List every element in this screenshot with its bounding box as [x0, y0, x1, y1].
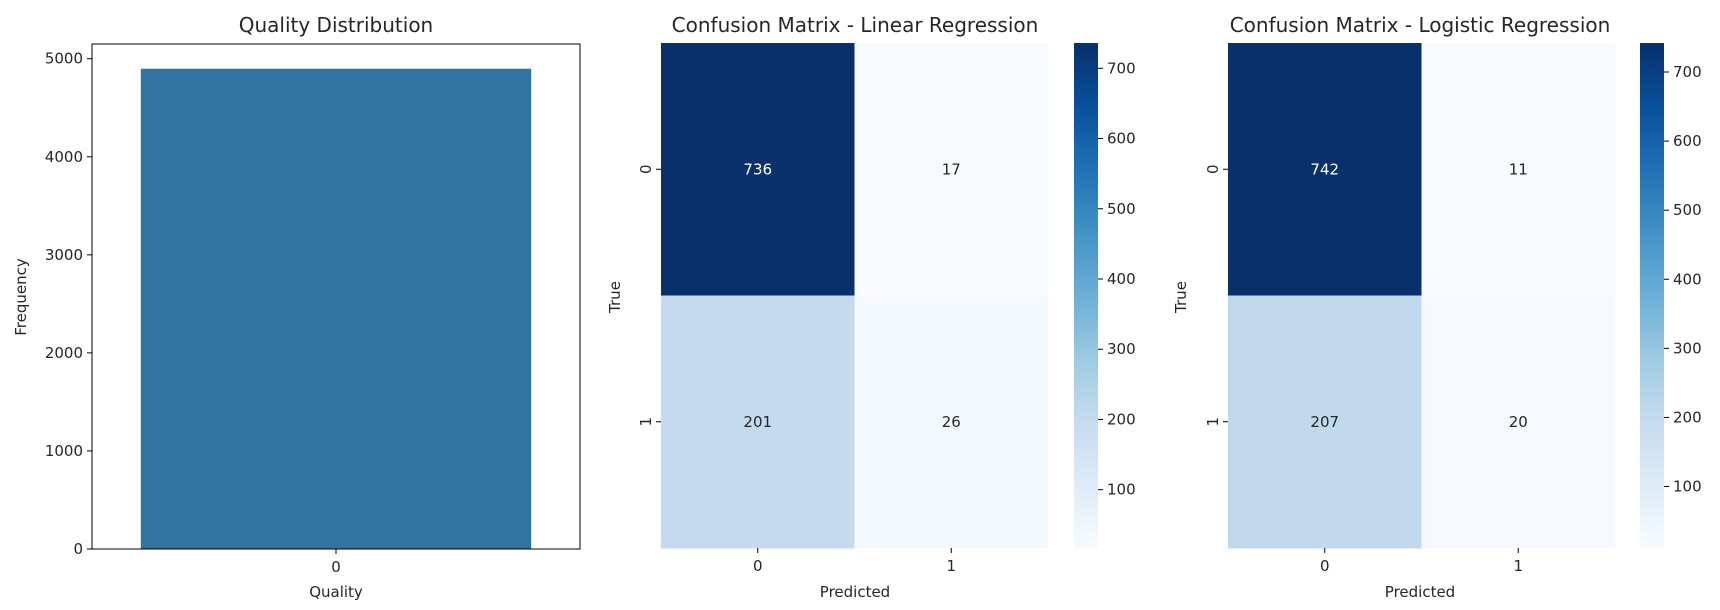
colorbar-tick-label: 200	[1107, 410, 1136, 428]
colorbar-tick-label: 200	[1673, 408, 1702, 426]
y-axis-label: True	[606, 281, 624, 314]
y-tick-label: 0	[1204, 164, 1222, 174]
y-tick-label: 0	[637, 164, 655, 174]
y-tick-label: 4000	[45, 148, 83, 166]
y-axis-label: True	[1172, 281, 1190, 314]
colorbar-tick-label: 700	[1673, 63, 1702, 81]
colorbar-tick-label: 600	[1107, 130, 1136, 148]
chart-title: Confusion Matrix - Linear Regression	[672, 13, 1039, 37]
x-tick-label: 1	[946, 557, 956, 575]
y-tick-label: 1000	[45, 442, 83, 460]
heatmap-cell	[1421, 43, 1616, 296]
cell-value-label: 20	[1509, 413, 1528, 431]
heatmap-cell	[854, 43, 1049, 296]
y-axis-label: Frequency	[12, 258, 30, 336]
x-tick-label: 0	[1320, 557, 1330, 575]
colorbar-tick-label: 400	[1107, 270, 1136, 288]
confusion-matrix-linear: Confusion Matrix - Linear Regression 736…	[606, 13, 1136, 601]
heatmap-cell	[661, 295, 855, 549]
colorbar-tick-label: 100	[1107, 481, 1136, 499]
colorbar-tick-label: 300	[1673, 339, 1702, 357]
y-tick-label: 1	[637, 417, 655, 427]
cell-value-label: 736	[743, 160, 772, 178]
quality-distribution-chart: Quality Distribution 0 1000 2000 3000 4000 50…	[12, 13, 581, 601]
y-tick-label: 1	[1204, 417, 1222, 427]
y-tick-label: 3000	[45, 246, 83, 264]
heatmap-cell	[1421, 295, 1616, 549]
colorbar-tick-label: 500	[1107, 200, 1136, 218]
colorbar-tick-label: 500	[1673, 201, 1702, 219]
x-axis-label: Quality	[309, 583, 363, 601]
bar	[140, 68, 532, 549]
cell-value-label: 17	[942, 160, 961, 178]
colorbar-tick-label: 300	[1107, 340, 1136, 358]
cell-value-label: 742	[1310, 160, 1339, 178]
x-axis-label: Predicted	[820, 583, 890, 601]
heatmap-cell	[1228, 43, 1422, 296]
cell-value-label: 11	[1509, 160, 1528, 178]
x-axis-label: Predicted	[1385, 583, 1455, 601]
colorbar-tick-label: 600	[1673, 132, 1702, 150]
y-tick-label: 0	[73, 540, 83, 558]
heatmap-cell	[661, 43, 855, 296]
cell-value-label: 207	[1310, 413, 1339, 431]
colorbar-tick-label: 100	[1673, 478, 1702, 496]
confusion-matrix-logistic: Confusion Matrix - Logistic Regression 7…	[1172, 13, 1702, 601]
colorbar	[1074, 43, 1098, 548]
chart-title: Confusion Matrix - Logistic Regression	[1230, 13, 1611, 37]
chart-title: Quality Distribution	[239, 13, 434, 37]
colorbar-tick-label: 700	[1107, 59, 1136, 77]
y-tick-label: 5000	[45, 50, 83, 68]
cell-value-label: 26	[942, 413, 961, 431]
x-tick-label: 0	[753, 557, 763, 575]
heatmap-cell	[854, 295, 1049, 549]
x-tick-label: 0	[331, 558, 341, 576]
colorbar-tick-label: 400	[1673, 270, 1702, 288]
cell-value-label: 201	[743, 413, 772, 431]
heatmap-cell	[1228, 295, 1422, 549]
y-tick-label: 2000	[45, 344, 83, 362]
colorbar	[1640, 43, 1664, 548]
x-tick-label: 1	[1513, 557, 1523, 575]
